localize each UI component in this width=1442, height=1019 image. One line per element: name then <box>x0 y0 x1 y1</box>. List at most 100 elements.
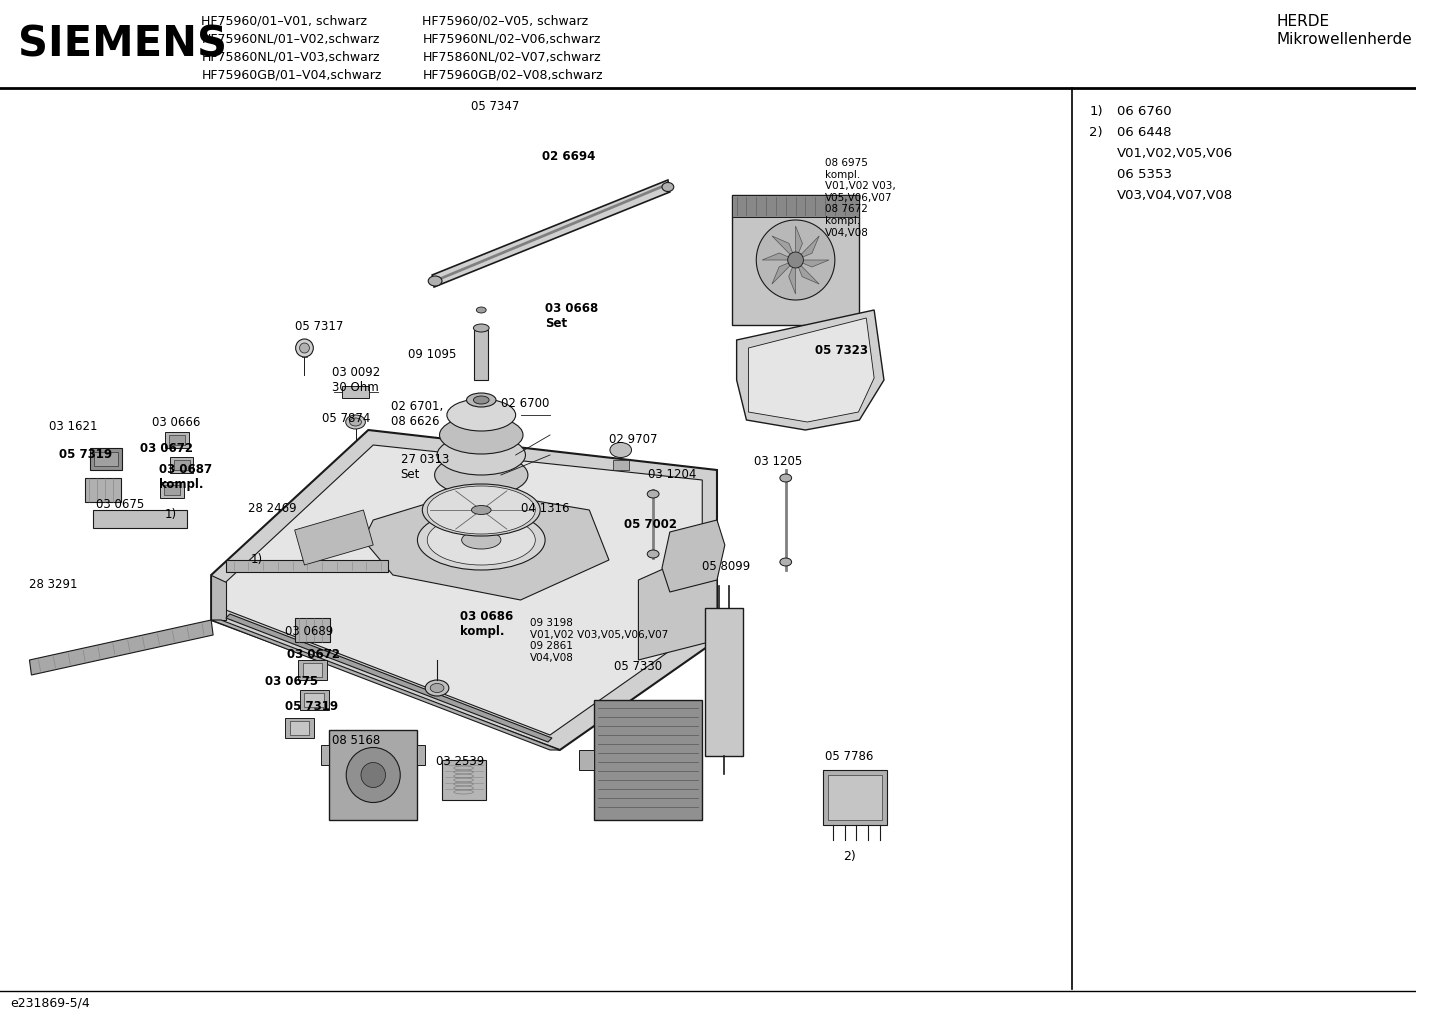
Text: 05 7319: 05 7319 <box>59 448 112 461</box>
Ellipse shape <box>423 484 541 536</box>
Ellipse shape <box>787 252 803 268</box>
Bar <box>828 775 883 820</box>
Bar <box>164 485 180 495</box>
Bar <box>613 460 629 470</box>
Polygon shape <box>580 750 594 770</box>
Ellipse shape <box>346 748 401 803</box>
Bar <box>705 608 743 756</box>
Ellipse shape <box>780 558 792 566</box>
Bar <box>474 330 489 380</box>
Polygon shape <box>737 310 884 430</box>
Polygon shape <box>211 430 717 750</box>
Text: 02 6700: 02 6700 <box>500 397 549 410</box>
Text: 1): 1) <box>164 508 177 521</box>
Polygon shape <box>639 545 717 660</box>
Polygon shape <box>731 195 859 217</box>
Polygon shape <box>94 510 186 528</box>
Text: 06 5353: 06 5353 <box>1116 168 1172 181</box>
Ellipse shape <box>428 276 443 286</box>
Polygon shape <box>211 620 559 750</box>
Ellipse shape <box>472 505 492 515</box>
Ellipse shape <box>662 182 673 192</box>
Text: 09 3198
V01,V02 V03,V05,V06,V07
09 2861
V04,V08: 09 3198 V01,V02 V03,V05,V06,V07 09 2861 … <box>531 618 669 662</box>
Ellipse shape <box>430 684 444 693</box>
Text: 1): 1) <box>1089 105 1103 118</box>
Text: V01,V02,V05,V06: V01,V02,V05,V06 <box>1116 147 1233 160</box>
Text: 28 2469: 28 2469 <box>248 502 296 515</box>
Ellipse shape <box>473 324 489 332</box>
Ellipse shape <box>647 550 659 558</box>
Ellipse shape <box>425 680 448 696</box>
Text: 03 0687
kompl.: 03 0687 kompl. <box>159 463 212 491</box>
Bar <box>91 448 121 470</box>
Polygon shape <box>771 260 796 284</box>
Ellipse shape <box>780 474 792 482</box>
Polygon shape <box>796 226 802 260</box>
Text: e231869-5/4: e231869-5/4 <box>10 997 89 1010</box>
Ellipse shape <box>349 418 362 426</box>
Text: 03 0668
Set: 03 0668 Set <box>545 302 598 330</box>
Ellipse shape <box>427 486 535 534</box>
Polygon shape <box>211 575 226 620</box>
Text: 03 0675: 03 0675 <box>97 498 144 511</box>
Ellipse shape <box>300 343 310 353</box>
Ellipse shape <box>296 339 313 357</box>
Text: 04 1316: 04 1316 <box>521 502 570 515</box>
Bar <box>169 435 185 445</box>
Text: HF75960GB/02–V08,schwarz: HF75960GB/02–V08,schwarz <box>423 68 603 81</box>
Polygon shape <box>594 700 702 820</box>
Text: 06 6760: 06 6760 <box>1116 105 1171 118</box>
Text: 03 0092
30 Ohm: 03 0092 30 Ohm <box>332 366 381 394</box>
Ellipse shape <box>756 220 835 300</box>
Ellipse shape <box>440 416 523 454</box>
Text: SIEMENS: SIEMENS <box>17 23 226 65</box>
Bar <box>297 660 327 680</box>
Polygon shape <box>763 253 796 260</box>
Text: 08 6975
kompl.
V01,V02 V03,
V05,V06,V07
08 7672
kompl.
V04,V08: 08 6975 kompl. V01,V02 V03, V05,V06,V07 … <box>825 158 895 237</box>
Text: 27 0313
Set: 27 0313 Set <box>401 453 448 481</box>
Text: 05 7002: 05 7002 <box>624 518 676 531</box>
Polygon shape <box>363 490 609 600</box>
Text: Mikrowellenherde: Mikrowellenherde <box>1276 32 1413 47</box>
Polygon shape <box>433 180 671 287</box>
Ellipse shape <box>473 396 489 404</box>
Ellipse shape <box>461 531 500 549</box>
Bar <box>329 730 417 820</box>
Bar <box>304 693 324 707</box>
Text: 03 1204: 03 1204 <box>649 468 696 481</box>
Polygon shape <box>29 620 213 675</box>
Text: 06 6448: 06 6448 <box>1116 126 1171 139</box>
Text: HF75960GB/01–V04,schwarz: HF75960GB/01–V04,schwarz <box>202 68 382 81</box>
Text: HF75960/01–V01, schwarz: HF75960/01–V01, schwarz <box>202 14 368 26</box>
Text: 03 0672: 03 0672 <box>287 648 340 661</box>
Text: 28 3291: 28 3291 <box>29 578 78 591</box>
Ellipse shape <box>346 415 365 429</box>
Text: HF75960NL/02–V06,schwarz: HF75960NL/02–V06,schwarz <box>423 32 601 45</box>
Ellipse shape <box>467 393 496 407</box>
Bar <box>170 457 193 473</box>
Polygon shape <box>796 260 819 284</box>
Ellipse shape <box>476 307 486 313</box>
Text: 08 5168: 08 5168 <box>332 734 381 747</box>
Bar <box>443 760 486 800</box>
Bar <box>342 386 369 398</box>
Text: 03 0666: 03 0666 <box>153 416 200 429</box>
Bar <box>303 663 322 677</box>
Text: 03 2539: 03 2539 <box>435 755 485 768</box>
Text: 03 0675: 03 0675 <box>265 675 319 688</box>
Polygon shape <box>662 520 725 592</box>
Text: HF75860NL/02–V07,schwarz: HF75860NL/02–V07,schwarz <box>423 50 601 63</box>
Text: V03,V04,V07,V08: V03,V04,V07,V08 <box>1116 189 1233 202</box>
Text: HERDE: HERDE <box>1276 14 1330 29</box>
Bar <box>300 690 329 710</box>
Polygon shape <box>294 510 373 565</box>
Polygon shape <box>226 560 388 572</box>
Text: 1): 1) <box>251 553 262 566</box>
Text: 2): 2) <box>842 850 855 863</box>
Ellipse shape <box>647 490 659 498</box>
Text: 03 0672: 03 0672 <box>140 442 193 455</box>
Text: 05 7786: 05 7786 <box>825 750 874 763</box>
Bar <box>290 721 310 735</box>
Bar <box>94 452 118 466</box>
Text: 03 0686
kompl.: 03 0686 kompl. <box>460 610 513 638</box>
